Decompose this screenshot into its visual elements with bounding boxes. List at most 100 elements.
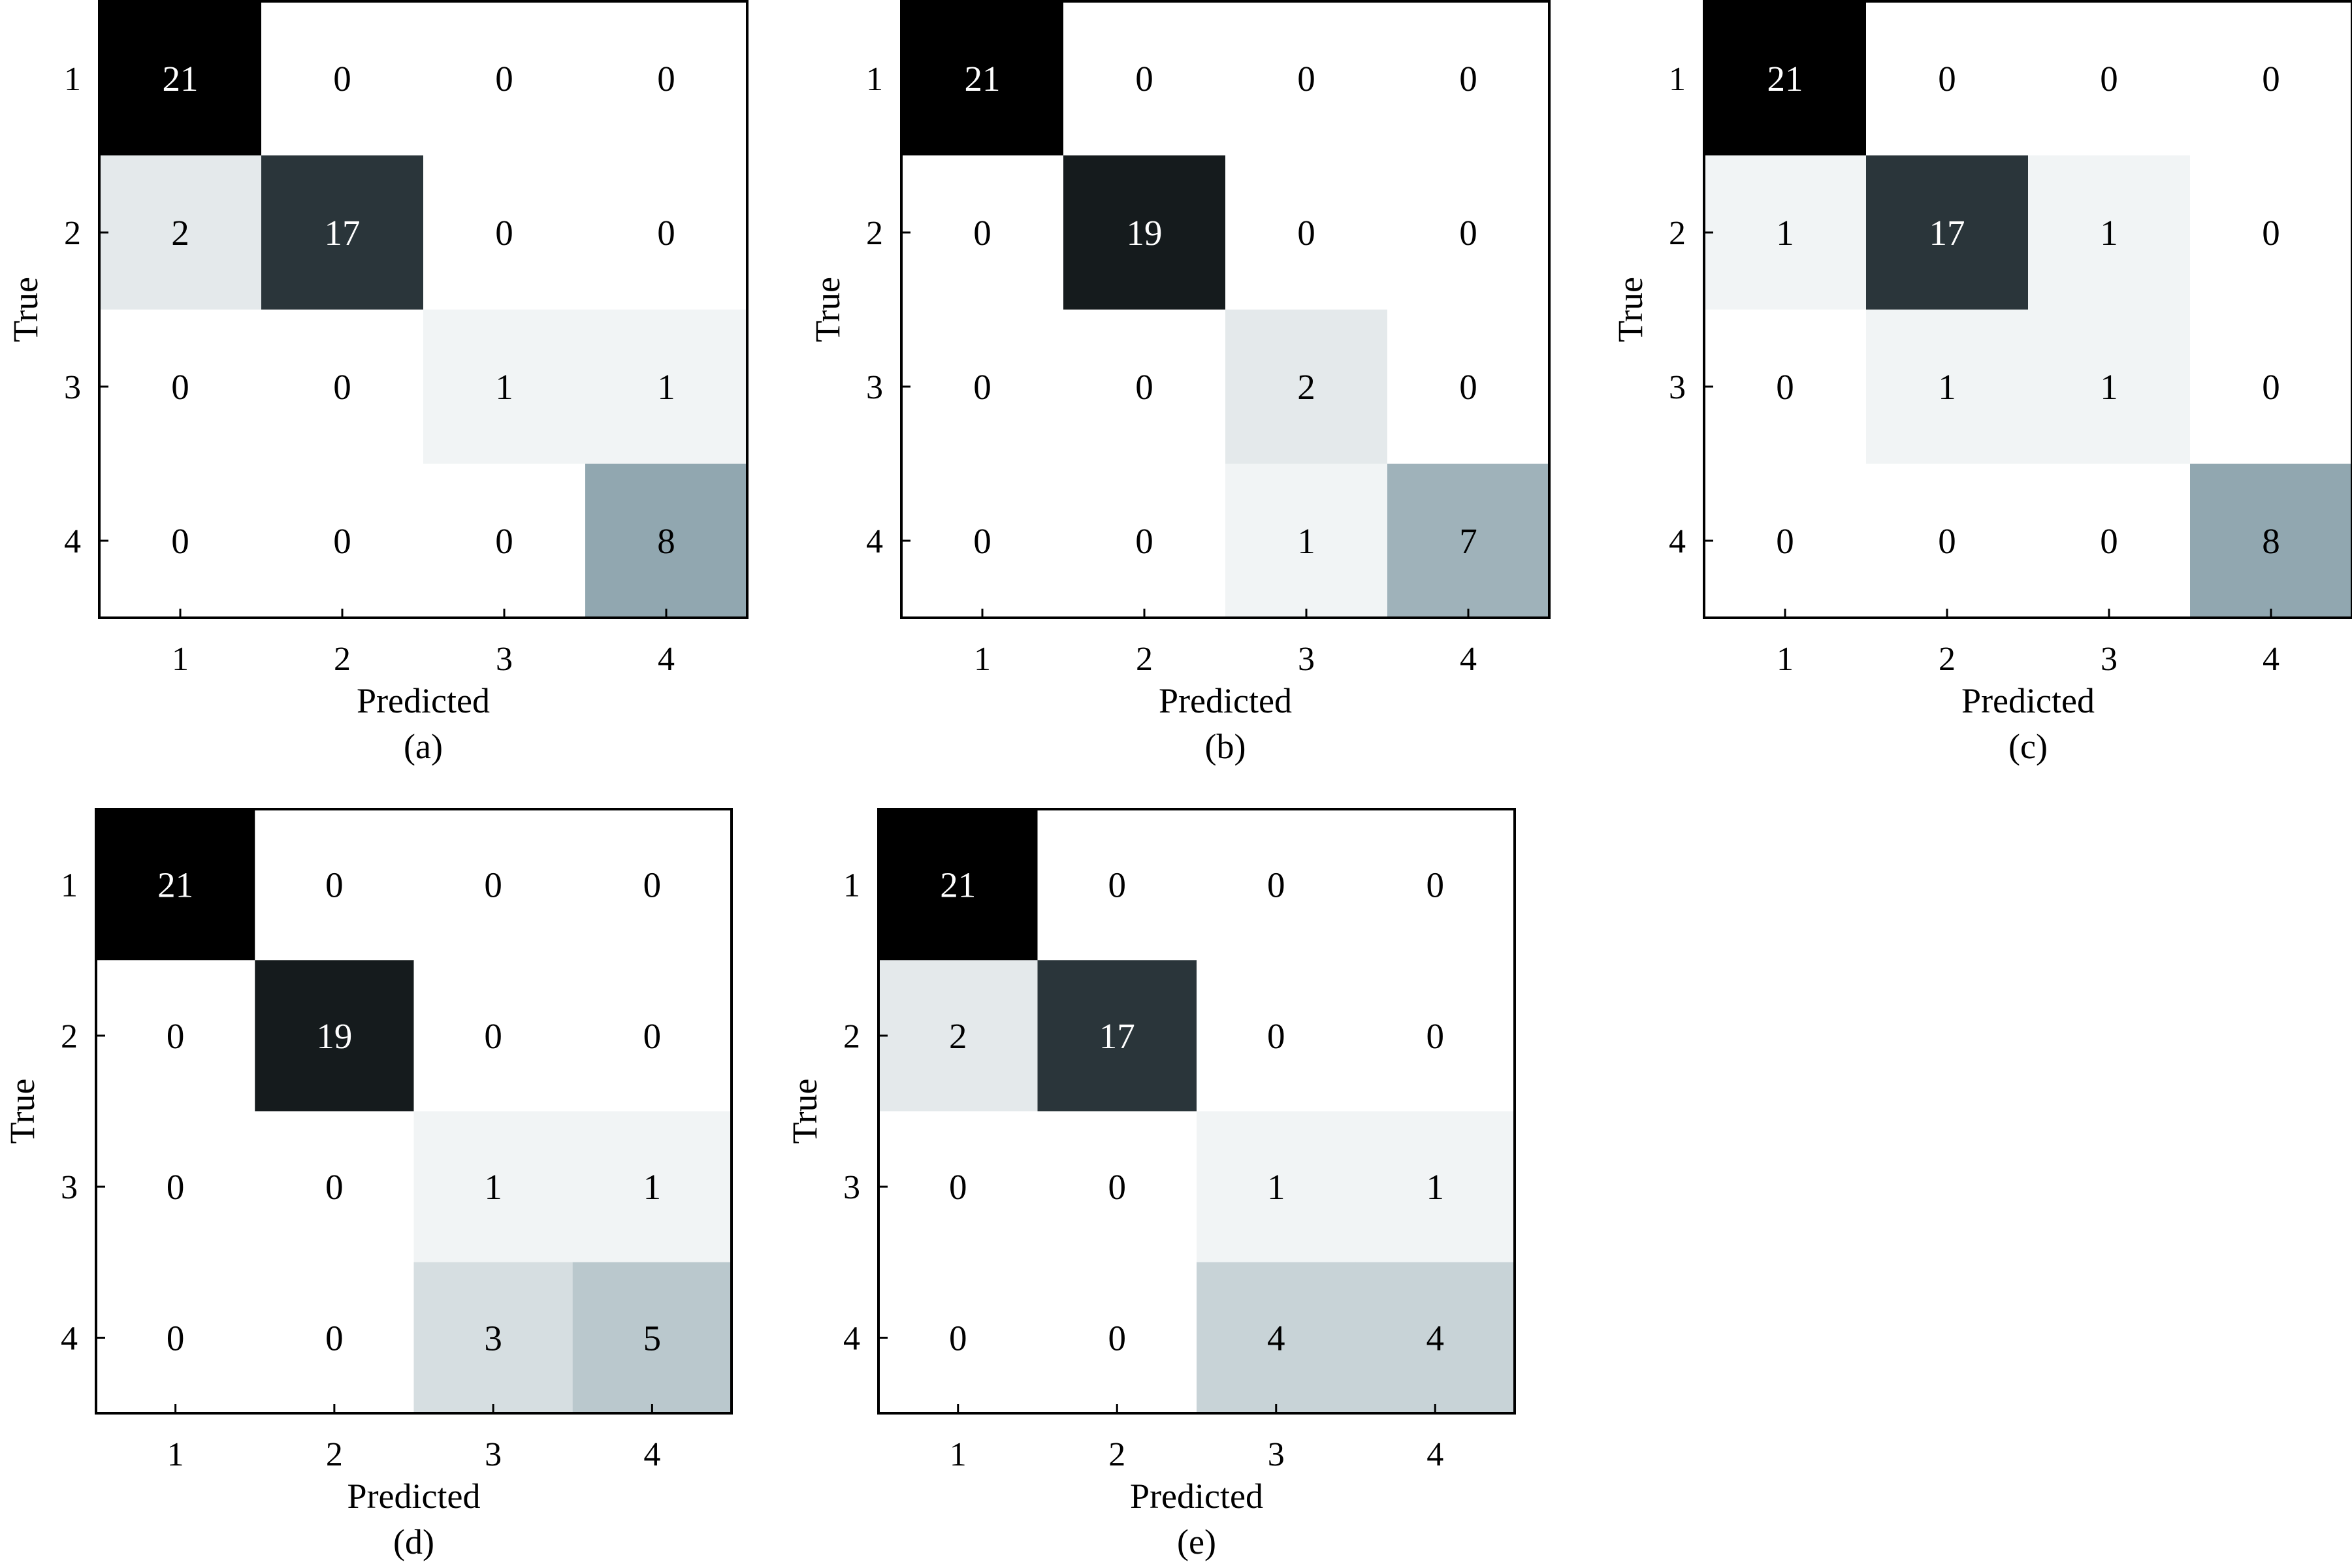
x-tick-label: 2 [1939, 641, 1956, 678]
matrix-cell [1387, 464, 1550, 618]
cell-value: 0 [1108, 865, 1127, 905]
cell-value: 1 [1938, 367, 1956, 407]
cell-value: 0 [495, 521, 513, 561]
x-axis-label: Predicted [1159, 681, 1292, 720]
x-tick-label: 3 [485, 1436, 502, 1473]
cell-value: 19 [316, 1016, 352, 1056]
cell-value: 1 [2100, 367, 2118, 407]
y-tick-label: 3 [1669, 369, 1686, 406]
matrix-cell [1704, 310, 1867, 464]
cell-value: 0 [973, 367, 991, 407]
plot-frame [98, 0, 749, 619]
matrix-cell [255, 809, 414, 961]
y-axis-label: True [808, 277, 847, 342]
cell-value: 0 [1459, 59, 1477, 99]
matrix-cell [1704, 1, 1867, 156]
matrix-cell [1355, 1262, 1515, 1414]
cell-value: 0 [484, 1016, 502, 1056]
matrix-cell [1866, 155, 2029, 310]
matrix-cell [878, 1111, 1038, 1263]
cell-value: 0 [1267, 865, 1285, 905]
matrix-cell [1197, 1262, 1356, 1414]
cell-value: 0 [1108, 1167, 1127, 1207]
y-tick-label: 2 [64, 215, 81, 252]
cell-value: 4 [1426, 1318, 1445, 1358]
matrix-cell [1225, 464, 1388, 618]
cell-value: 21 [163, 59, 199, 99]
cell-value: 0 [1776, 521, 1794, 561]
matrix-cell [2190, 310, 2352, 464]
matrix-cell [572, 1262, 732, 1414]
matrix-cell [572, 960, 732, 1112]
x-tick-label: 3 [2101, 641, 2118, 678]
cell-value: 1 [1297, 521, 1315, 561]
matrix-cell [585, 310, 748, 464]
panel-caption: (c) [2008, 727, 2048, 766]
y-tick-label: 3 [64, 369, 81, 406]
matrix-cell [1225, 155, 1388, 310]
matrix-cell [572, 809, 732, 961]
cell-value: 2 [949, 1016, 967, 1056]
x-tick-label: 2 [334, 641, 351, 678]
panel-caption: (a) [404, 727, 443, 766]
matrix-cell [99, 310, 262, 464]
confusion-matrix-panel-5: 21 0 0 0 2 17 0 0 0 0 1 1 0 0 4 4 1 2 3 4 1 2 3 4 Predicted True (… [785, 808, 1516, 1561]
x-tick-label: 1 [1777, 641, 1794, 678]
matrix-cell [413, 1262, 573, 1414]
x-tick-label: 1 [974, 641, 991, 678]
cell-value: 0 [167, 1318, 185, 1358]
cell-value: 0 [2262, 213, 2280, 253]
plot-frame [1703, 0, 2352, 619]
matrix-cell [1197, 809, 1356, 961]
y-tick-label: 4 [64, 523, 81, 560]
matrix-cell [2028, 155, 2191, 310]
cell-value: 0 [333, 521, 351, 561]
matrix-cell [585, 1, 748, 156]
matrix-cell [1063, 464, 1226, 618]
y-tick-label: 2 [866, 215, 883, 252]
cell-value: 5 [643, 1318, 662, 1358]
cell-value: 0 [1938, 59, 1956, 99]
matrix-cell [413, 809, 573, 961]
matrix-cell [2190, 155, 2352, 310]
cell-value: 0 [1938, 521, 1956, 561]
cell-value: 0 [1426, 865, 1445, 905]
matrix-cell [878, 1262, 1038, 1414]
cell-value: 1 [484, 1167, 502, 1207]
matrix-cell [96, 960, 255, 1112]
cell-value: 21 [1767, 59, 1803, 99]
cell-value: 21 [965, 59, 1001, 99]
x-axis-label: Predicted [1130, 1477, 1263, 1516]
cell-value: 0 [1459, 213, 1477, 253]
cell-value: 0 [495, 213, 513, 253]
x-tick-label: 4 [1460, 641, 1477, 678]
x-tick-label: 4 [2263, 641, 2280, 678]
cell-value: 0 [325, 1318, 344, 1358]
matrix-cell [1063, 155, 1226, 310]
matrix-cell [1866, 1, 2029, 156]
y-tick-label: 2 [843, 1018, 860, 1055]
matrix-cell [255, 1262, 414, 1414]
cell-value: 0 [1297, 213, 1315, 253]
matrix-cell [878, 809, 1038, 961]
confusion-matrix-panel-1: 21 0 0 0 2 17 0 0 0 0 1 1 0 0 0 8 1 2 3 4 1 2 3 4 Predicted True (… [6, 0, 749, 766]
matrix-cell [255, 1111, 414, 1263]
matrix-cell [1387, 155, 1550, 310]
y-axis-label: True [1611, 277, 1650, 342]
cell-value: 0 [643, 865, 662, 905]
y-tick-label: 1 [64, 61, 81, 98]
matrix-cell [423, 155, 586, 310]
x-tick-label: 3 [1298, 641, 1315, 678]
x-tick-label: 1 [172, 641, 189, 678]
cell-value: 0 [495, 59, 513, 99]
x-axis-label: Predicted [357, 681, 490, 720]
x-tick-label: 3 [496, 641, 513, 678]
x-tick-label: 4 [1426, 1436, 1443, 1473]
x-tick-label: 1 [950, 1436, 967, 1473]
cell-value: 1 [1267, 1167, 1285, 1207]
matrix-cell [878, 960, 1038, 1112]
y-tick-label: 1 [1669, 61, 1686, 98]
matrix-cell [99, 155, 262, 310]
matrix-cell [901, 464, 1064, 618]
cell-value: 1 [1426, 1167, 1445, 1207]
